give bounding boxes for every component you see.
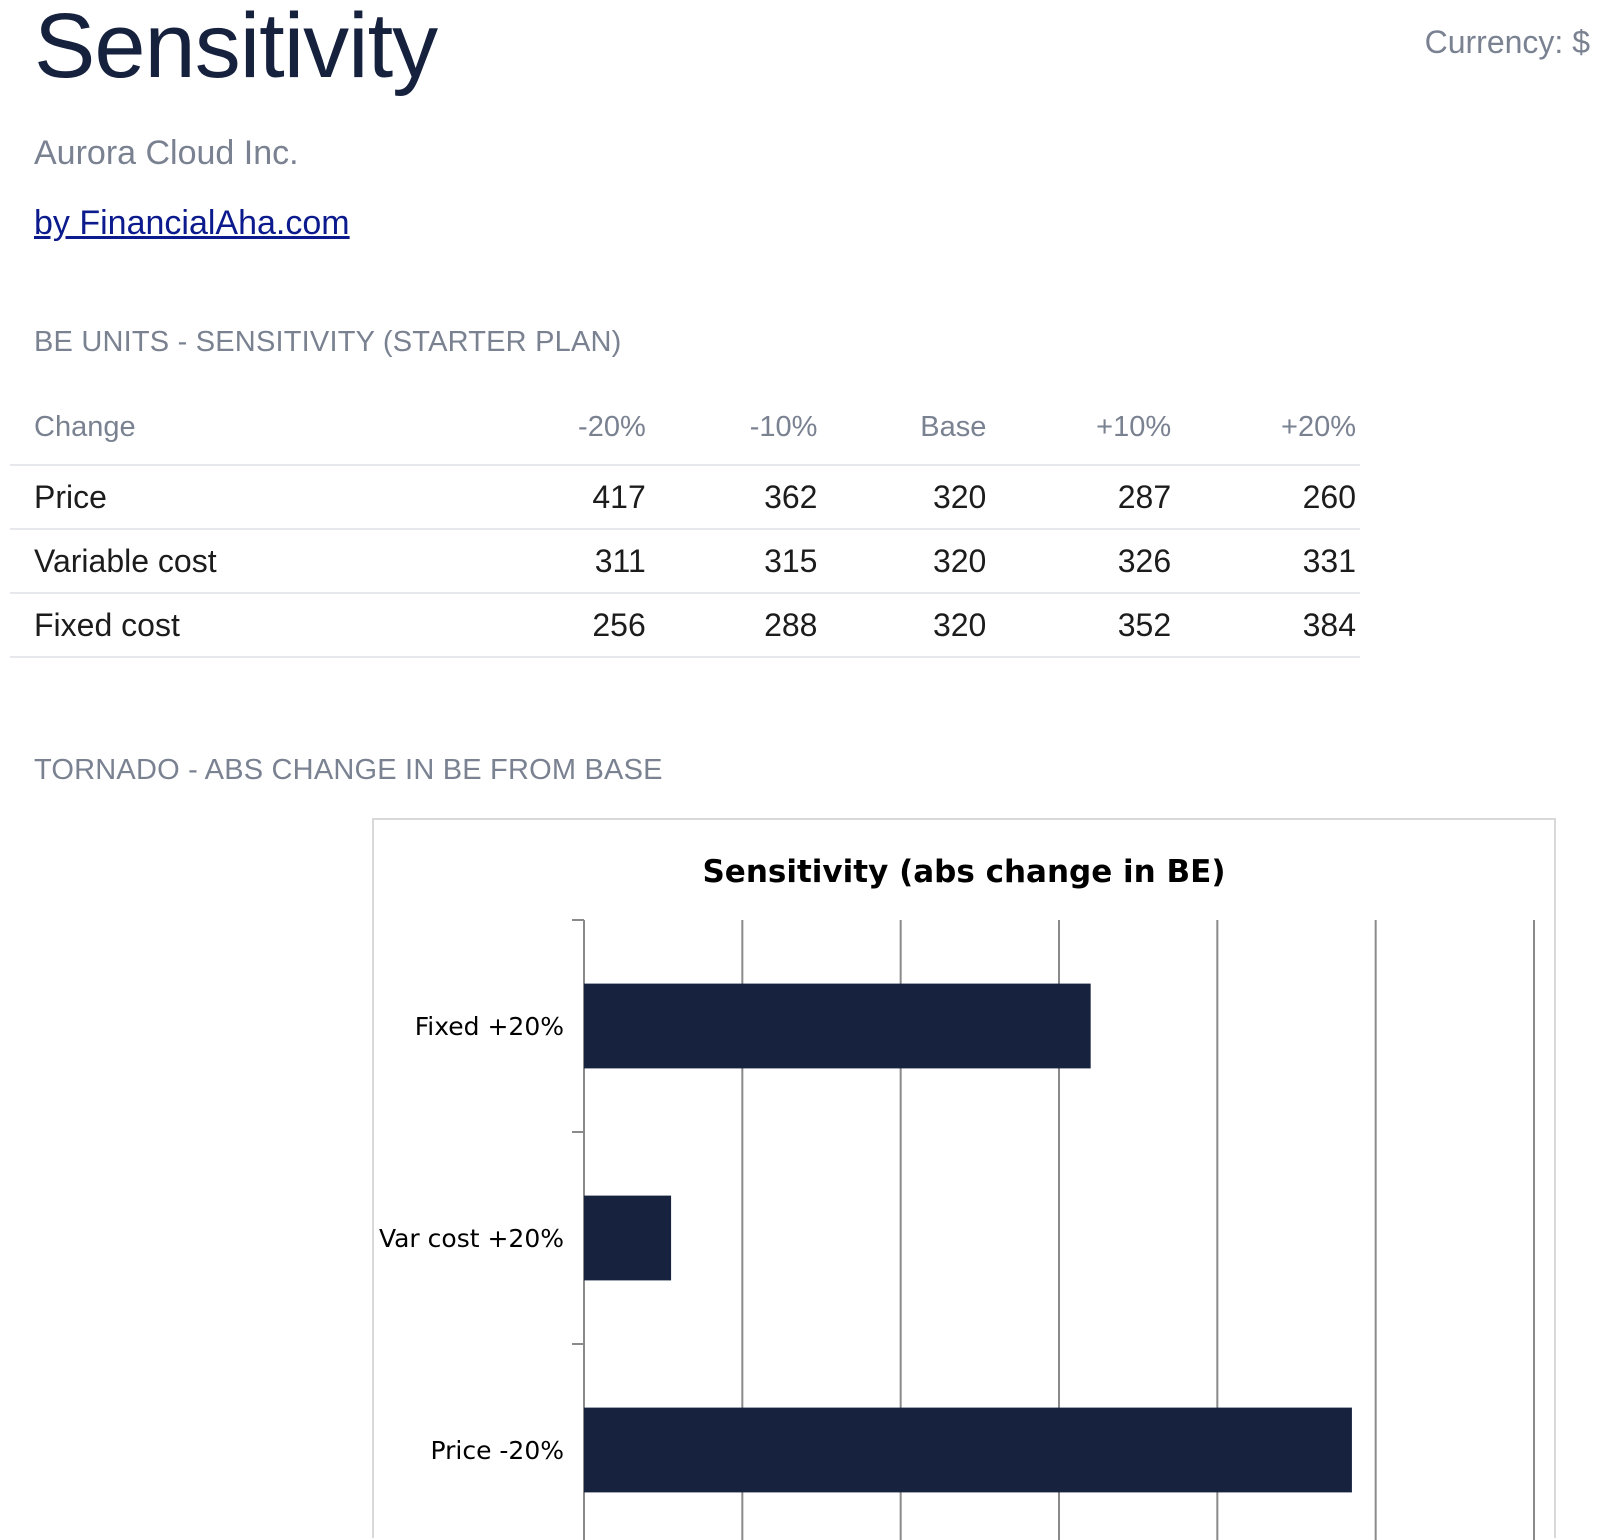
table-cell: 315 (649, 529, 822, 594)
row-label-variable-cost: Variable cost (10, 529, 478, 594)
table-cell: 417 (478, 465, 650, 530)
column-header-plus10: +10% (990, 390, 1176, 466)
table-cell: 256 (478, 593, 650, 658)
tornado-section-heading: TORNADO - ABS CHANGE IN BE FROM BASE (34, 754, 663, 786)
column-header-minus20: -20% (478, 390, 650, 466)
table-row: Fixed cost 256 288 320 352 384 (10, 593, 1360, 658)
category-label: Var cost +20% (379, 1224, 564, 1253)
table-cell: 287 (990, 465, 1176, 530)
tornado-chart: Sensitivity (abs change in BE) Fixed +20… (372, 818, 1556, 1540)
company-name: Aurora Cloud Inc. (34, 134, 299, 172)
tornado-chart-svg: Sensitivity (abs change in BE) Fixed +20… (379, 854, 1535, 1540)
page-title: Sensitivity (34, 0, 438, 97)
column-header-plus20: +20% (1175, 390, 1360, 466)
table-cell: 331 (1175, 529, 1360, 594)
chart-title: Sensitivity (abs change in BE) (702, 854, 1225, 890)
table-cell: 326 (990, 529, 1176, 594)
row-label-price: Price (10, 465, 478, 530)
table-cell: 320 (821, 529, 991, 594)
table-cell: 288 (649, 593, 822, 658)
table-cell: 311 (478, 529, 650, 594)
bar-fixed-20 (584, 983, 1091, 1069)
table-cell: 320 (821, 593, 991, 658)
category-label: Price -20% (430, 1436, 564, 1465)
bar-var-cost-20 (584, 1195, 672, 1281)
category-label: Fixed +20% (415, 1012, 564, 1041)
table-cell: 384 (1175, 593, 1360, 658)
table-header-row: Change -20% -10% Base +10% +20% (10, 390, 1360, 466)
be-sensitivity-table: Change -20% -10% Base +10% +20% Price 41… (10, 390, 1360, 658)
financialaha-link[interactable]: by FinancialAha.com (34, 204, 350, 242)
table-cell: 260 (1175, 465, 1360, 530)
table-cell: 362 (649, 465, 822, 530)
bar-price-20 (584, 1407, 1352, 1493)
table-cell: 320 (821, 465, 991, 530)
table-cell: 352 (990, 593, 1176, 658)
column-header-minus10: -10% (649, 390, 822, 466)
row-label-fixed-cost: Fixed cost (10, 593, 478, 658)
be-units-section-heading: BE UNITS - SENSITIVITY (STARTER PLAN) (34, 326, 622, 358)
table-row: Variable cost 311 315 320 326 331 (10, 529, 1360, 594)
table-row: Price 417 362 320 287 260 (10, 465, 1360, 530)
column-header-change: Change (10, 390, 478, 466)
currency-label: Currency: $ (1424, 24, 1590, 60)
column-header-base: Base (821, 390, 991, 466)
